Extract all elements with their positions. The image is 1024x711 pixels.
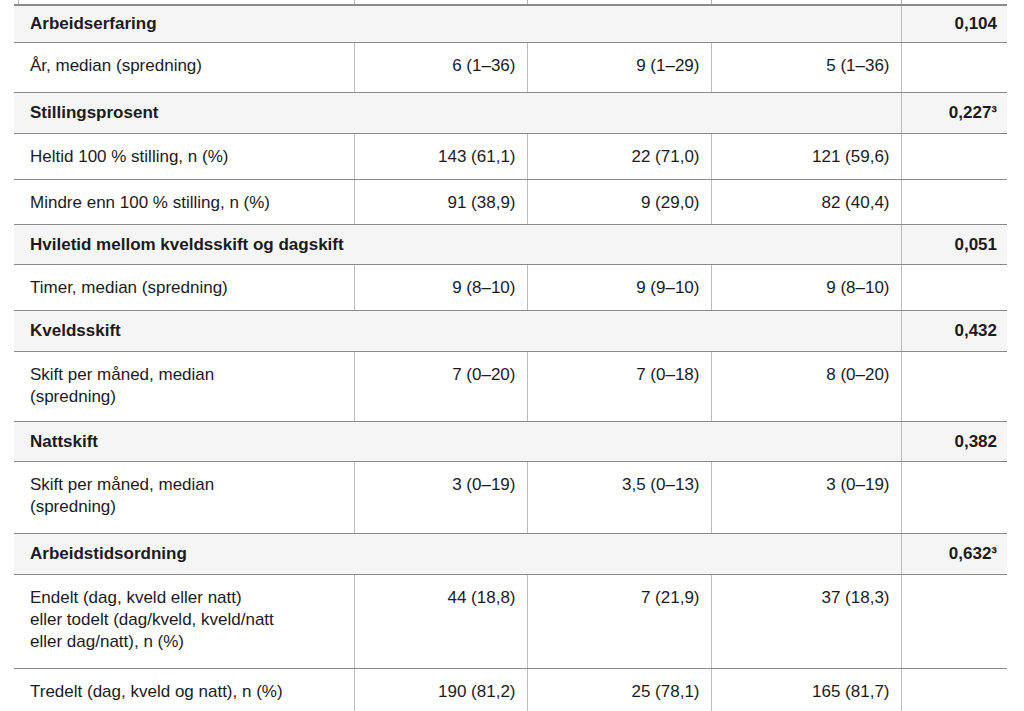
sliver-divider <box>901 0 902 4</box>
p-value: 0,104 <box>901 6 1007 43</box>
p-value-empty-cell <box>901 575 1007 669</box>
stats-table-body: Arbeidserfaring0,104År, median (sprednin… <box>14 6 1007 711</box>
cell-value: 9 (8–10) <box>354 265 527 311</box>
p-value: 0,051 <box>901 225 1007 265</box>
row-label: År, median (spredning) <box>14 43 354 93</box>
cell-value: 9 (1–29) <box>527 43 711 93</box>
table-row: År, median (spredning)6 (1–36)9 (1–29)5 … <box>14 43 1007 93</box>
row-label: Tredelt (dag, kveld og natt), n (%) <box>14 669 354 711</box>
sliver-divider <box>18 0 19 4</box>
row-label: Mindre enn 100 % stilling, n (%) <box>14 180 354 225</box>
p-value-empty-cell <box>901 43 1007 93</box>
section-label: Kveldsskift <box>14 311 901 352</box>
sliver-divider <box>527 0 528 4</box>
paper-table-page: Arbeidserfaring0,104År, median (sprednin… <box>0 0 1024 711</box>
cell-value: 121 (59,6) <box>711 134 901 180</box>
cell-value: 25 (78,1) <box>527 669 711 711</box>
cell-value: 190 (81,2) <box>354 669 527 711</box>
cell-value: 143 (61,1) <box>354 134 527 180</box>
cell-value: 5 (1–36) <box>711 43 901 93</box>
table-row: Skift per måned, median (spredning)7 (0–… <box>14 352 1007 422</box>
p-value-empty-cell <box>901 134 1007 180</box>
cell-value: 7 (21,9) <box>527 575 711 669</box>
sliver-divider <box>354 0 355 4</box>
cell-value: 37 (18,3) <box>711 575 901 669</box>
section-label: Hviletid mellom kveldsskift og dagskift <box>14 225 901 265</box>
p-value-empty-cell <box>901 352 1007 422</box>
row-label: Heltid 100 % stilling, n (%) <box>14 134 354 180</box>
cell-value: 3 (0–19) <box>711 462 901 534</box>
cell-value: 82 (40,4) <box>711 180 901 225</box>
section-row: Hviletid mellom kveldsskift og dagskift0… <box>14 225 1007 265</box>
row-label: Timer, median (spredning) <box>14 265 354 311</box>
cell-value: 7 (0–18) <box>527 352 711 422</box>
section-row: Nattskift0,382 <box>14 422 1007 462</box>
section-row: Kveldsskift0,432 <box>14 311 1007 352</box>
p-value: 0,382 <box>901 422 1007 462</box>
cell-value: 9 (9–10) <box>527 265 711 311</box>
cell-value: 3 (0–19) <box>354 462 527 534</box>
section-row: Arbeidserfaring0,104 <box>14 6 1007 43</box>
row-label: Skift per måned, median (spredning) <box>14 462 354 534</box>
cell-value: 9 (8–10) <box>711 265 901 311</box>
cell-value: 3,5 (0–13) <box>527 462 711 534</box>
table-row: Heltid 100 % stilling, n (%)143 (61,1)22… <box>14 134 1007 180</box>
cell-value: 6 (1–36) <box>354 43 527 93</box>
row-label: Skift per måned, median (spredning) <box>14 352 354 422</box>
p-value: 0,632³ <box>901 534 1007 575</box>
cell-value: 7 (0–20) <box>354 352 527 422</box>
sliver-divider <box>711 0 712 4</box>
table-row: Timer, median (spredning)9 (8–10)9 (9–10… <box>14 265 1007 311</box>
section-row: Stillingsprosent0,227³ <box>14 93 1007 134</box>
cell-value: 165 (81,7) <box>711 669 901 711</box>
section-label: Nattskift <box>14 422 901 462</box>
cell-value: 91 (38,9) <box>354 180 527 225</box>
cell-value: 22 (71,0) <box>527 134 711 180</box>
table-row: Tredelt (dag, kveld og natt), n (%)190 (… <box>14 669 1007 711</box>
p-value: 0,227³ <box>901 93 1007 134</box>
cell-value: 44 (18,8) <box>354 575 527 669</box>
p-value-empty-cell <box>901 265 1007 311</box>
stats-table: Arbeidserfaring0,104År, median (sprednin… <box>14 5 1007 711</box>
cell-value: 8 (0–20) <box>711 352 901 422</box>
p-value-empty-cell <box>901 462 1007 534</box>
row-label: Endelt (dag, kveld eller natt) eller tod… <box>14 575 354 669</box>
table-row: Mindre enn 100 % stilling, n (%)91 (38,9… <box>14 180 1007 225</box>
section-row: Arbeidstidsordning0,632³ <box>14 534 1007 575</box>
table-row: Skift per måned, median (spredning)3 (0–… <box>14 462 1007 534</box>
p-value: 0,432 <box>901 311 1007 352</box>
table-row: Endelt (dag, kveld eller natt) eller tod… <box>14 575 1007 669</box>
section-label: Arbeidserfaring <box>14 6 901 43</box>
section-label: Arbeidstidsordning <box>14 534 901 575</box>
cell-value: 9 (29,0) <box>527 180 711 225</box>
p-value-empty-cell <box>901 180 1007 225</box>
section-label: Stillingsprosent <box>14 93 901 134</box>
p-value-empty-cell <box>901 669 1007 711</box>
